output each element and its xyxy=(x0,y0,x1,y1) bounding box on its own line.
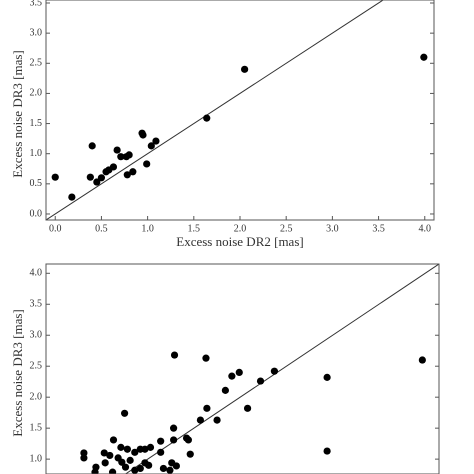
point xyxy=(101,459,109,467)
y-tick-label: 2.0 xyxy=(30,391,43,402)
point xyxy=(121,463,130,471)
y-tick-label: 4.0 xyxy=(30,268,43,279)
point xyxy=(170,424,178,432)
point xyxy=(126,456,134,464)
point xyxy=(172,462,180,470)
x-tick-label: 2.5 xyxy=(280,223,293,234)
frame xyxy=(45,263,440,474)
point xyxy=(51,173,59,181)
point xyxy=(270,367,279,375)
point xyxy=(108,468,117,474)
y-tick-label: 3.5 xyxy=(30,0,43,8)
point xyxy=(139,131,147,139)
point xyxy=(157,448,165,456)
point xyxy=(143,160,151,168)
point xyxy=(157,437,165,445)
y-tick-label: 3.0 xyxy=(30,27,43,38)
point xyxy=(186,450,194,458)
point xyxy=(91,468,99,474)
point xyxy=(109,163,118,171)
point xyxy=(182,434,191,442)
point xyxy=(80,454,88,462)
x-tick-label: 4.0 xyxy=(419,223,432,234)
point xyxy=(136,464,144,473)
x-tick-label: 3.0 xyxy=(326,223,339,234)
x-tick-label: 1.0 xyxy=(141,223,154,234)
point xyxy=(68,193,76,201)
point xyxy=(88,142,96,150)
point xyxy=(203,404,211,412)
point xyxy=(125,151,133,159)
point xyxy=(323,373,331,381)
point xyxy=(202,354,210,362)
y-tick-label: 1.0 xyxy=(30,453,43,464)
one-to-one-line xyxy=(125,264,439,474)
point xyxy=(113,146,121,154)
point xyxy=(221,386,229,394)
y-tick-label: 2.5 xyxy=(30,58,43,69)
point xyxy=(80,449,88,457)
y-tick-label: 0.5 xyxy=(30,178,43,189)
y-tick-label: 1.5 xyxy=(30,118,43,129)
x-axis-label: Excess noise DR2 [mas] xyxy=(176,234,303,249)
x-tick-label: 1.5 xyxy=(188,223,201,234)
y-tick-label: 3.5 xyxy=(30,299,43,310)
point xyxy=(420,53,428,61)
y-axis-label: Excess noise DR3 [mas] xyxy=(10,309,25,436)
point xyxy=(136,445,144,453)
point xyxy=(121,409,129,417)
point xyxy=(118,458,126,466)
point xyxy=(123,445,131,453)
plot-area xyxy=(80,264,439,474)
y-tick-label: 2.0 xyxy=(30,88,43,99)
point xyxy=(256,377,265,385)
x-tick-label: 0.5 xyxy=(95,223,108,234)
point xyxy=(159,464,168,473)
point xyxy=(170,351,179,359)
point xyxy=(146,443,155,451)
point xyxy=(418,356,426,364)
x-tick-label: 2.0 xyxy=(234,223,247,234)
x-tick-label: 0.0 xyxy=(49,223,62,234)
point xyxy=(131,448,139,456)
point xyxy=(86,173,94,181)
point xyxy=(243,404,252,412)
y-tick-label: 1.0 xyxy=(30,148,43,159)
y-tick-label: 0.0 xyxy=(30,208,43,219)
plot-area xyxy=(46,0,428,220)
point xyxy=(117,153,125,161)
point xyxy=(100,449,108,457)
point xyxy=(170,436,178,444)
point xyxy=(241,65,249,73)
point xyxy=(323,447,331,455)
point xyxy=(228,372,236,380)
one-to-one-line xyxy=(46,0,384,220)
y-axis-label: Excess noise DR3 [mas] xyxy=(10,50,25,177)
point xyxy=(145,461,153,469)
point xyxy=(131,466,139,474)
point xyxy=(93,178,101,186)
point xyxy=(129,168,137,176)
x-tick-label: 3.5 xyxy=(372,223,385,234)
point xyxy=(203,114,211,122)
point xyxy=(235,368,243,377)
y-tick-label: 1.5 xyxy=(30,422,43,433)
y-tick-label: 3.0 xyxy=(30,330,43,341)
point xyxy=(166,466,174,474)
frame xyxy=(45,0,435,221)
y-tick-label: 2.5 xyxy=(30,361,43,372)
point xyxy=(213,416,221,424)
point xyxy=(109,436,118,444)
point xyxy=(106,451,114,460)
point xyxy=(196,416,205,424)
point xyxy=(97,174,106,182)
point xyxy=(117,443,125,451)
point xyxy=(147,142,155,150)
point xyxy=(152,137,160,145)
point xyxy=(123,171,131,179)
